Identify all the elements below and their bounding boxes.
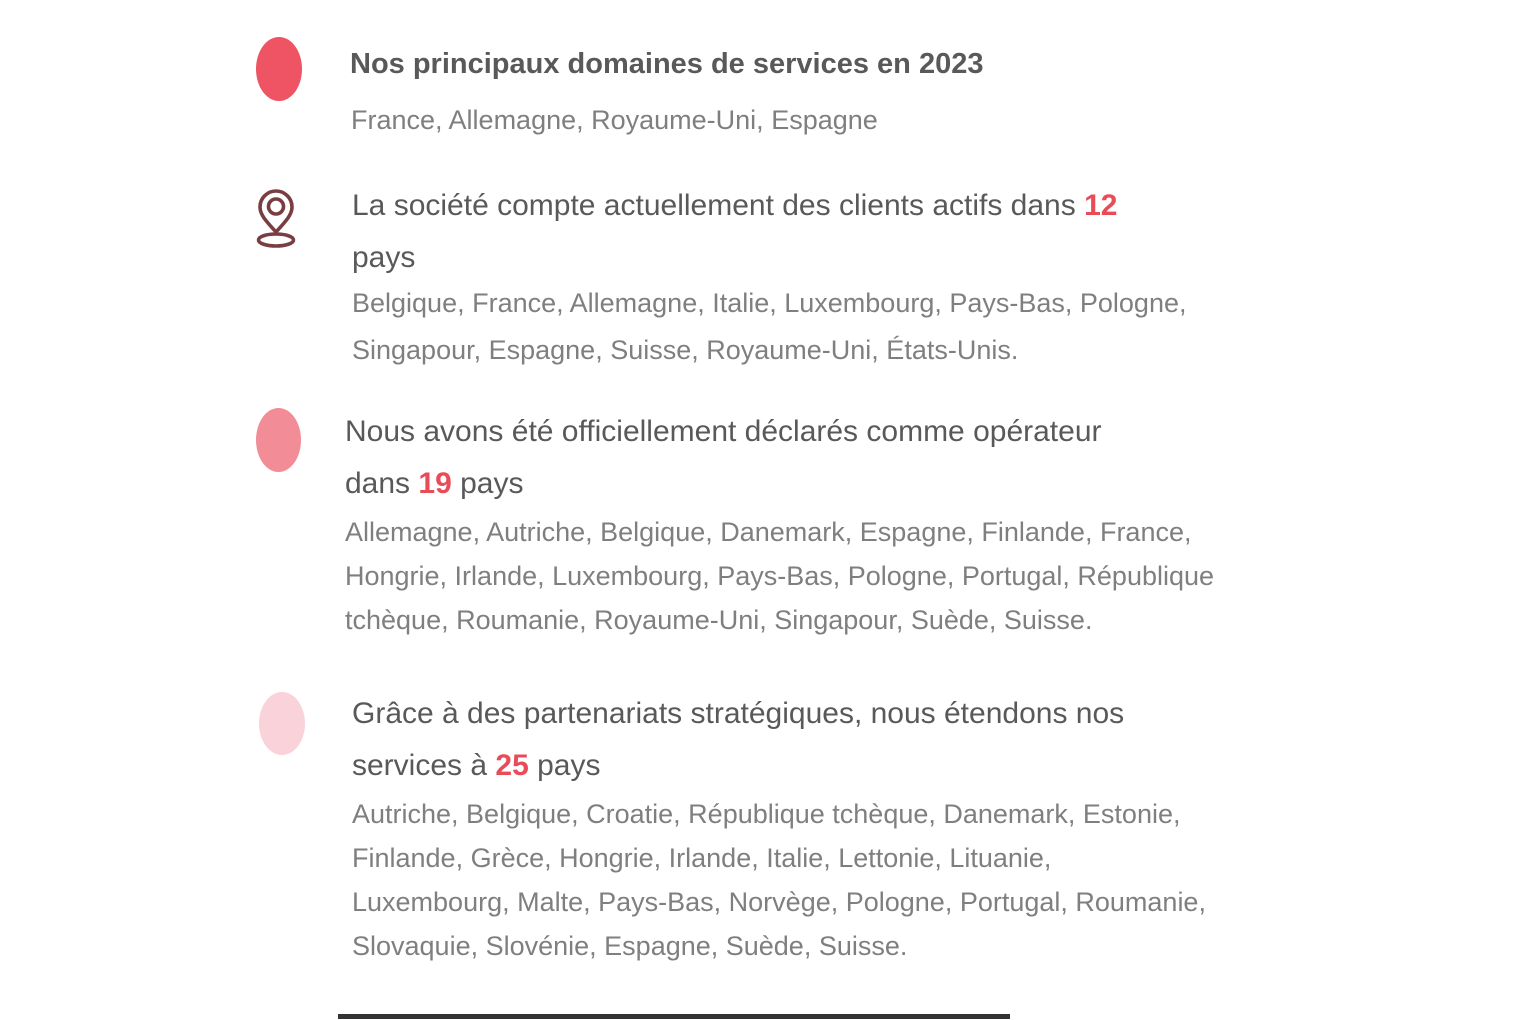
- heading-line: La société compte actuellement des clien…: [352, 180, 1117, 232]
- main-services-title: Nos principaux domaines de services en 2…: [350, 48, 984, 80]
- bottom-divider: [338, 1014, 1010, 1019]
- heading-text: La société compte actuellement des clien…: [352, 189, 1085, 222]
- main-services-countries: France, Allemagne, Royaume-Uni, Espagne: [351, 100, 878, 140]
- countries-line: Finlande, Grèce, Hongrie, Irlande, Itali…: [352, 843, 1052, 873]
- heading-text: dans: [345, 467, 419, 500]
- countries-line: France, Allemagne, Royaume-Uni, Espagne: [351, 105, 878, 135]
- active-clients-countries: Belgique, France, Allemagne, Italie, Lux…: [352, 280, 1186, 374]
- heading-text: pays: [528, 749, 601, 782]
- declared-countries-count: 19: [418, 467, 452, 500]
- active-clients-heading: La société compte actuellement des clien…: [352, 180, 1117, 284]
- partnerships-countries: Autriche, Belgique, Croatie, République …: [352, 792, 1206, 968]
- location-pin-icon: [250, 186, 302, 253]
- heading-line: dans 19 pays: [345, 458, 1102, 510]
- countries-line: Hongrie, Irlande, Luxembourg, Pays-Bas, …: [345, 561, 1215, 591]
- heading-text: pays: [451, 467, 524, 500]
- pink-oval-icon: [256, 408, 301, 472]
- countries-line: Allemagne, Autriche, Belgique, Danemark,…: [345, 517, 1192, 547]
- heading-line: services à 25 pays: [352, 740, 1124, 792]
- active-countries-count: 12: [1084, 189, 1118, 222]
- countries-line: Autriche, Belgique, Croatie, République …: [352, 799, 1181, 829]
- declared-operator-heading: Nous avons été officiellement déclarés c…: [345, 406, 1102, 510]
- countries-line: Singapour, Espagne, Suisse, Royaume-Uni,…: [352, 335, 1019, 365]
- declared-operator-countries: Allemagne, Autriche, Belgique, Danemark,…: [345, 510, 1214, 642]
- partnership-countries-count: 25: [495, 749, 529, 782]
- countries-line: Belgique, France, Allemagne, Italie, Lux…: [352, 288, 1187, 318]
- heading-line: pays: [352, 241, 416, 274]
- heading-text: services à: [352, 749, 496, 782]
- light-pink-oval-icon: [259, 692, 305, 755]
- countries-line: Slovaquie, Slovénie, Espagne, Suède, Sui…: [352, 931, 908, 961]
- countries-line: Luxembourg, Malte, Pays-Bas, Norvège, Po…: [352, 887, 1206, 917]
- red-oval-icon: [256, 37, 302, 101]
- partnerships-heading: Grâce à des partenariats stratégiques, n…: [352, 688, 1124, 792]
- heading-line: Grâce à des partenariats stratégiques, n…: [352, 697, 1125, 730]
- countries-line: tchèque, Roumanie, Royaume-Uni, Singapou…: [345, 605, 1093, 635]
- heading-line: Nous avons été officiellement déclarés c…: [345, 415, 1102, 448]
